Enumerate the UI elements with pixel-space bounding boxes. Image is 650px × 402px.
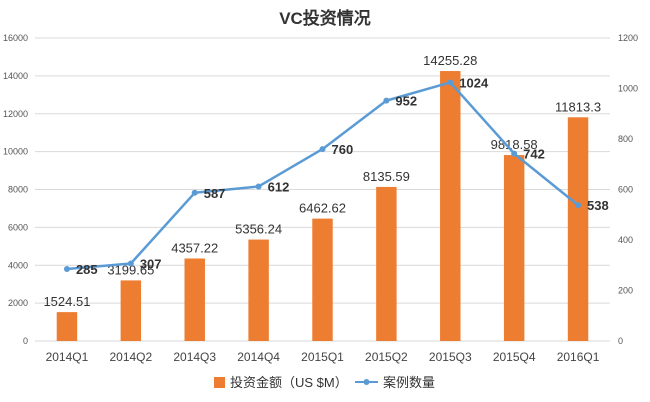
line-point (447, 79, 454, 86)
left-axis-tick-label: 8000 (8, 185, 28, 195)
bar-data-label: 14255.28 (423, 53, 477, 68)
line-point (63, 266, 70, 273)
right-axis-tick-label: 600 (618, 185, 633, 195)
legend-label-line: 案例数量 (383, 375, 435, 390)
left-axis-ticks: 0 2000 4000 6000 8000 10000 12000 14000 16000 (3, 33, 28, 346)
bar-data-label: 8135.59 (363, 169, 410, 184)
bar (376, 186, 397, 341)
bar-data-label: 3199.65 (107, 262, 154, 277)
left-axis-tick-label: 14000 (3, 71, 28, 81)
bar (312, 218, 333, 341)
bar-data-label: 11813.3 (555, 99, 601, 114)
right-axis-tick-label: 800 (618, 134, 633, 144)
bar (567, 117, 589, 341)
bar (56, 312, 78, 341)
line-data-label: 285 (76, 262, 98, 277)
legend: 投资金额（US $M） 案例数量 (214, 375, 435, 390)
legend-label-bar: 投资金额（US $M） (230, 375, 348, 390)
line-data-label: 952 (395, 94, 417, 109)
right-axis-tick-label: 0 (618, 336, 623, 346)
category-label: 2014Q3 (173, 350, 216, 364)
left-axis-tick-label: 2000 (8, 298, 28, 308)
category-label: 2014Q1 (46, 350, 89, 364)
category-label: 2014Q2 (109, 350, 152, 364)
category-label: 2015Q1 (301, 350, 344, 364)
category-label: 2015Q2 (365, 350, 408, 364)
left-axis-tick-label: 16000 (3, 33, 28, 43)
line-series (63, 79, 582, 273)
bar-data-label: 4357.22 (171, 240, 218, 255)
line-data-label: 307 (140, 256, 162, 271)
right-axis-ticks: 0 200 400 600 800 1000 1200 (618, 33, 638, 346)
category-label: 2015Q4 (493, 350, 536, 364)
category-label: 2015Q3 (429, 350, 472, 364)
bar-data-label: 1524.51 (43, 294, 90, 309)
line-point (383, 97, 390, 104)
line-data-label: 760 (332, 142, 354, 157)
bar (184, 258, 205, 341)
right-axis-tick-label: 1200 (618, 33, 638, 43)
legend-swatch-bar (214, 377, 225, 388)
line-data-label: 538 (587, 198, 609, 213)
category-axis-labels: 2014Q1 2014Q2 2014Q3 2014Q4 2015Q1 2015Q2 2015… (46, 350, 600, 364)
line-point (511, 150, 518, 157)
bar-data-label: 6462.62 (299, 201, 346, 216)
bar-data-labels: 1524.51 3199.65 4357.22 5356.24 6462.62 8135.… (43, 53, 601, 309)
left-axis-tick-label: 6000 (8, 222, 28, 232)
bar (503, 155, 525, 341)
line-data-label: 742 (523, 147, 545, 162)
line-data-label: 1024 (459, 75, 489, 90)
left-axis-tick-label: 10000 (3, 147, 28, 157)
bar-series (56, 71, 589, 341)
bar (440, 71, 461, 341)
bar-data-label: 5356.24 (235, 222, 282, 237)
line-point (191, 189, 198, 196)
category-label: 2016Q1 (557, 350, 600, 364)
line-data-labels: 285 307 587 612 760 952 1024 742 538 (76, 75, 609, 277)
legend-swatch-line-marker (363, 379, 370, 385)
line-point (255, 183, 262, 190)
line-data-label: 587 (204, 186, 226, 201)
line-data-label: 612 (268, 179, 290, 194)
right-axis-tick-label: 1000 (618, 84, 638, 94)
chart-title: VC投资情况 (279, 8, 371, 28)
right-axis-tick-label: 200 (618, 286, 633, 296)
line-point (319, 146, 326, 153)
line-point (127, 260, 134, 267)
right-axis-tick-label: 400 (618, 235, 633, 245)
left-axis-tick-label: 0 (23, 336, 28, 346)
left-axis-tick-label: 4000 (8, 260, 28, 270)
category-label: 2014Q4 (237, 350, 280, 364)
line-point (575, 202, 582, 209)
bar (248, 239, 269, 341)
bar (120, 280, 142, 341)
left-axis-tick-label: 12000 (3, 109, 28, 119)
